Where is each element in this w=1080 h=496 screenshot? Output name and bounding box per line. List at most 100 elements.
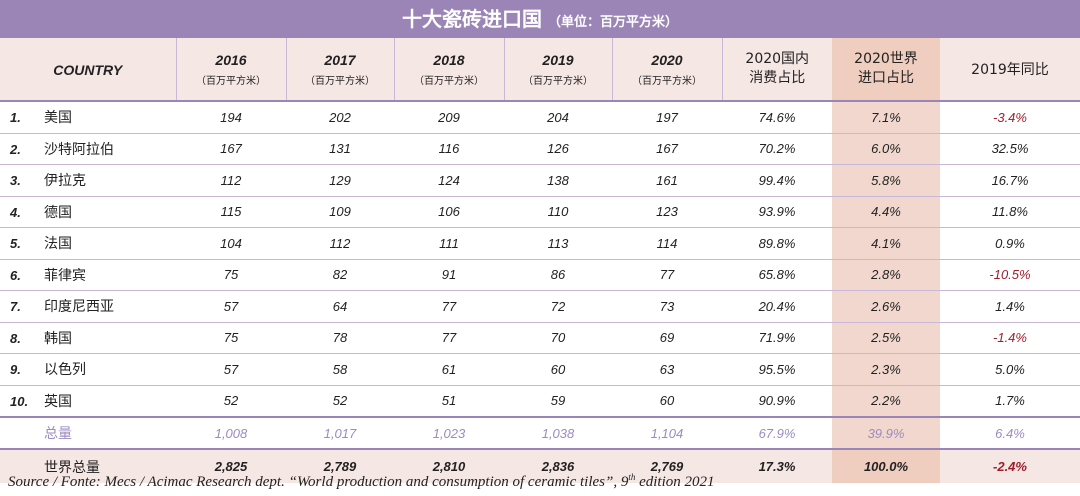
header-2019: 2019 （百万平方米）: [503, 38, 612, 102]
yoy-change: 16.7%: [940, 164, 1080, 197]
header-2018: 2018 （百万平方米）: [393, 38, 504, 102]
world-import-share: 2.3%: [832, 353, 940, 386]
value-2017: 64: [286, 290, 394, 323]
value-2020: 167: [612, 133, 722, 165]
value-2018: 61: [394, 353, 504, 386]
value-2019: 138: [504, 164, 612, 197]
consumption-share: 71.9%: [722, 322, 832, 354]
value-2020: 69: [612, 322, 722, 354]
value-2016: 75: [176, 259, 286, 291]
country-name: 菲律宾: [44, 267, 86, 284]
total-consumption-share: 67.9%: [722, 416, 832, 450]
world-import-share: 4.1%: [832, 227, 940, 260]
header-2017: 2017 （百万平方米）: [285, 38, 394, 102]
yoy-change: 32.5%: [940, 133, 1080, 165]
value-2020: 60: [612, 385, 722, 418]
rank-number: 9.: [10, 362, 21, 378]
rank-number: 6.: [10, 267, 21, 283]
header-world-import-share: 2020世界进口占比: [832, 38, 940, 102]
consumption-share: 99.4%: [722, 164, 832, 197]
country-cell: 2. 沙特阿拉伯: [0, 133, 176, 165]
consumption-share: 65.8%: [722, 259, 832, 291]
country-name: 韩国: [44, 330, 72, 347]
world-yoy-change: -2.4%: [940, 449, 1080, 483]
table-row: 10. 英国 52 52 51 59 60 90.9% 2.2% 1.7%: [0, 385, 1080, 418]
value-2016: 75: [176, 322, 286, 354]
yoy-change: -10.5%: [940, 259, 1080, 291]
value-2016: 167: [176, 133, 286, 165]
world-import-share: 4.4%: [832, 196, 940, 228]
header-row: COUNTRY 2016 （百万平方米） 2017 （百万平方米） 2018 （百万平…: [0, 38, 1080, 102]
total-2017: 1,017: [286, 416, 394, 450]
country-cell: 10. 英国: [0, 385, 176, 418]
world-2017: 2,789: [286, 449, 394, 483]
value-2018: 91: [394, 259, 504, 291]
world-import-share: 2.6%: [832, 290, 940, 323]
country-name: 法国: [44, 236, 72, 253]
total-world-import-share: 39.9%: [832, 416, 940, 450]
rank-number: 7.: [10, 299, 21, 315]
yoy-change: 1.7%: [940, 385, 1080, 418]
consumption-share: 70.2%: [722, 133, 832, 165]
value-2018: 77: [394, 322, 504, 354]
value-2016: 194: [176, 101, 286, 134]
value-2017: 109: [286, 196, 394, 228]
value-2018: 51: [394, 385, 504, 418]
value-2018: 209: [394, 101, 504, 134]
country-cell: 5. 法国: [0, 227, 176, 260]
table-title-bar: 十大瓷砖进口国 （单位：百万平方米）: [0, 0, 1080, 38]
country-name: 美国: [44, 110, 72, 127]
table-row: 2. 沙特阿拉伯 167 131 116 126 167 70.2% 6.0% 3…: [0, 133, 1080, 165]
value-2016: 52: [176, 385, 286, 418]
country-name: 德国: [44, 204, 72, 221]
value-2017: 58: [286, 353, 394, 386]
value-2020: 197: [612, 101, 722, 134]
rank-number: 1.: [10, 110, 21, 126]
consumption-share: 93.9%: [722, 196, 832, 228]
value-2019: 70: [504, 322, 612, 354]
value-2017: 52: [286, 385, 394, 418]
value-2017: 202: [286, 101, 394, 134]
world-import-share: 7.1%: [832, 101, 940, 134]
table-row: 8. 韩国 75 78 77 70 69 71.9% 2.5% -1.4%: [0, 322, 1080, 354]
consumption-share: 89.8%: [722, 227, 832, 260]
table-row: 9. 以色列 57 58 61 60 63 95.5% 2.3% 5.0%: [0, 353, 1080, 386]
value-2017: 131: [286, 133, 394, 165]
country-name: 印度尼西亚: [44, 299, 114, 316]
consumption-share: 90.9%: [722, 385, 832, 418]
value-2017: 82: [286, 259, 394, 291]
country-cell: 9. 以色列: [0, 353, 176, 386]
world-total-row: 世界总量 2,825 2,789 2,810 2,836 2,769 17.3%…: [0, 449, 1080, 483]
header-2016: 2016 （百万平方米）: [175, 38, 286, 102]
world-import-share: 2.5%: [832, 322, 940, 354]
world-import-share: 5.8%: [832, 164, 940, 197]
value-2017: 112: [286, 227, 394, 260]
value-2016: 57: [176, 290, 286, 323]
header-2020: 2020 （百万平方米）: [611, 38, 722, 102]
country-name: 以色列: [44, 362, 86, 379]
value-2019: 59: [504, 385, 612, 418]
world-2018: 2,810: [394, 449, 504, 483]
total-2018: 1,023: [394, 416, 504, 450]
value-2018: 77: [394, 290, 504, 323]
country-cell: 8. 韩国: [0, 322, 176, 354]
consumption-share: 20.4%: [722, 290, 832, 323]
world-2019: 2,836: [504, 449, 612, 483]
value-2020: 63: [612, 353, 722, 386]
rank-number: 4.: [10, 204, 21, 220]
world-consumption-share: 17.3%: [722, 449, 832, 483]
value-2016: 57: [176, 353, 286, 386]
value-2018: 124: [394, 164, 504, 197]
table-row: 6. 菲律宾 75 82 91 86 77 65.8% 2.8% -10.5%: [0, 259, 1080, 291]
consumption-share: 74.6%: [722, 101, 832, 134]
world-import-share: 6.0%: [832, 133, 940, 165]
value-2016: 112: [176, 164, 286, 197]
header-consumption-share: 2020国内消费占比: [721, 38, 832, 102]
yoy-change: -1.4%: [940, 322, 1080, 354]
rank-number: 3.: [10, 173, 21, 189]
total-2019: 1,038: [504, 416, 612, 450]
value-2019: 126: [504, 133, 612, 165]
world-world-import-share: 100.0%: [832, 449, 940, 483]
value-2020: 73: [612, 290, 722, 323]
yoy-change: 11.8%: [940, 196, 1080, 228]
